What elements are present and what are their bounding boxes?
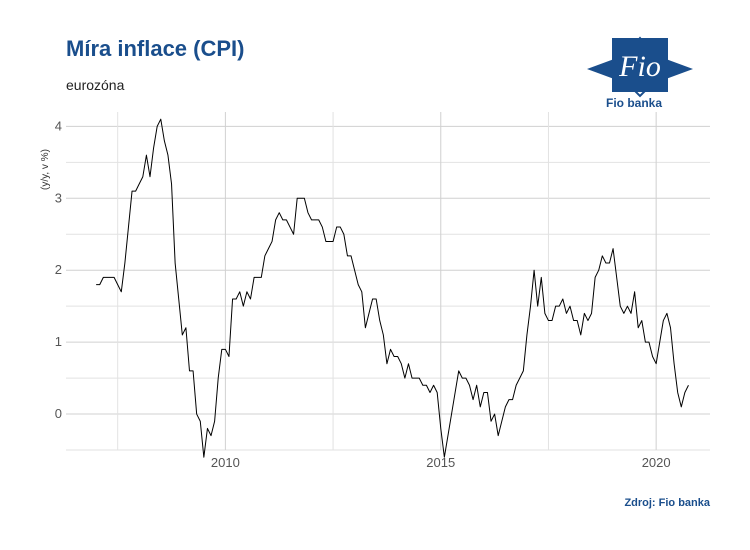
x-tick-label: 2010	[211, 455, 240, 470]
x-tick-label: 2020	[642, 455, 671, 470]
source-note: Zdroj: Fio banka	[624, 497, 710, 509]
y-tick-label: 3	[55, 190, 62, 205]
logo-text: Fio banka	[606, 96, 663, 110]
y-tick-label: 2	[55, 262, 62, 277]
y-tick-label: 4	[55, 118, 62, 133]
cpi-series-line	[96, 118, 689, 458]
fio-diamond-logo-icon: Fio	[587, 36, 693, 98]
logo-mark: Fio	[618, 50, 661, 83]
y-tick-label: 0	[55, 406, 62, 421]
chart-title: Míra inflace (CPI)	[66, 36, 245, 61]
x-tick-label: 2015	[426, 455, 455, 470]
y-tick-label: 1	[55, 334, 62, 349]
chart-subtitle: eurozóna	[66, 77, 125, 93]
